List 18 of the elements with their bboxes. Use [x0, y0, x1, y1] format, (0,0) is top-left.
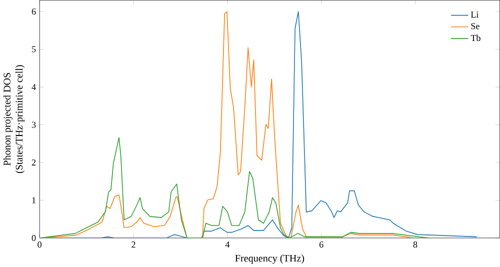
y-tick-label: 3: [32, 122, 36, 128]
y-axis-title: Phonon projected DOS (States/THz·primitive cell): [3, 65, 25, 174]
legend-label: Li: [470, 12, 479, 18]
x-tick-label: 6: [319, 241, 324, 248]
y-tick-label: 4: [32, 84, 36, 90]
y-tick-label: 2: [32, 159, 36, 166]
legend-label: Se: [471, 23, 480, 30]
line-series: [40, 137, 430, 238]
legend-label: Tb: [470, 34, 480, 41]
x-axis-title: Frequency (THz): [235, 254, 304, 264]
y-tick-label: 0: [32, 234, 36, 241]
y-tick-label: 1: [32, 197, 36, 204]
y-tick-label: 6: [32, 8, 36, 15]
x-tick-label: 2: [132, 241, 136, 248]
y-tick-label: 5: [32, 46, 36, 52]
x-tick-label: 8: [413, 241, 418, 248]
x-tick-label: 4: [225, 241, 230, 248]
x-tick-label: 0: [38, 241, 42, 248]
